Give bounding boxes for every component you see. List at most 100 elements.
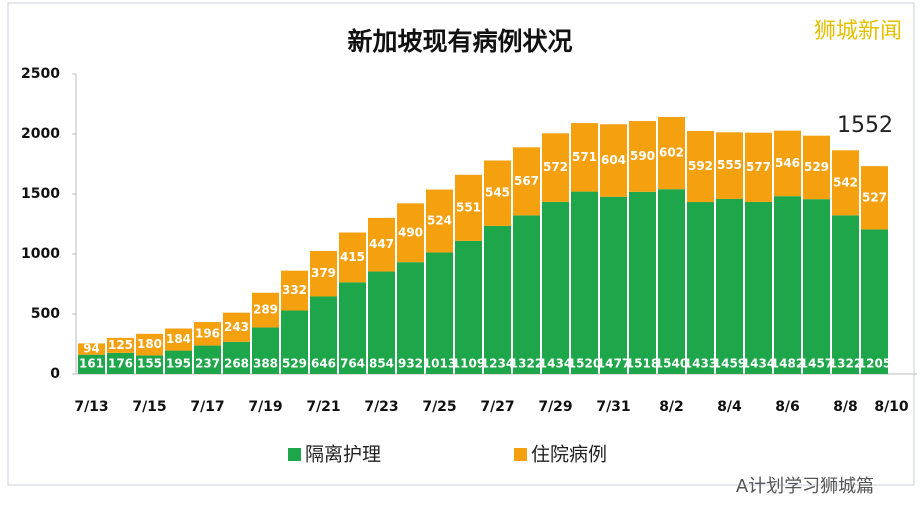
value-label: 555 [717, 158, 742, 172]
value-label: 161 [79, 357, 104, 371]
bar-segment [368, 271, 395, 374]
value-label: 1457 [800, 357, 833, 371]
value-label: 1234 [481, 357, 514, 371]
value-label: 243 [224, 320, 249, 334]
bar-segment [194, 322, 221, 346]
legend-label: 住院病例 [531, 444, 607, 466]
bar-segment [426, 252, 453, 374]
x-tick-label: 8/4 [717, 399, 742, 415]
value-label: 94 [83, 342, 100, 356]
x-tick-label: 7/31 [596, 399, 630, 415]
bar-segment [716, 132, 743, 199]
bar-segment [832, 215, 859, 374]
value-label: 932 [398, 357, 423, 371]
bar-segment [223, 341, 250, 374]
bar-segment [107, 352, 134, 374]
bar-segment [687, 202, 714, 374]
bar-segment [716, 198, 743, 374]
value-label: 1205 [858, 357, 891, 371]
bar-segment [252, 327, 279, 374]
bar-segment [136, 333, 163, 356]
y-tick-label: 2000 [21, 126, 60, 142]
value-label: 1477 [597, 357, 630, 371]
bar-segment [803, 199, 830, 374]
value-label: 551 [456, 200, 481, 214]
value-label: 1482 [771, 357, 804, 371]
bar-segment [629, 191, 656, 374]
bar-segment [861, 166, 888, 230]
x-tick-label: 8/6 [775, 399, 800, 415]
bar-segment [252, 292, 279, 328]
value-label: 542 [833, 175, 858, 189]
bar-segment [513, 147, 540, 216]
annotation: 1552 [837, 113, 893, 138]
value-label: 289 [253, 303, 278, 317]
value-label: 447 [369, 237, 394, 251]
legend-label: 隔离护理 [305, 444, 381, 466]
bar-segment [658, 116, 685, 190]
bar-segment [542, 201, 569, 374]
legend-swatch [514, 448, 527, 461]
bar-segment [165, 350, 192, 374]
value-label: 415 [340, 250, 365, 264]
value-label: 155 [137, 357, 162, 371]
x-tick-label: 7/21 [306, 399, 340, 415]
watermark: 狮城新闻 [814, 19, 902, 44]
y-tick-label: 0 [50, 366, 60, 382]
value-label: 1322 [510, 357, 543, 371]
bar-segment [339, 282, 366, 374]
x-tick-label: 8/10 [874, 399, 909, 415]
value-label: 184 [166, 332, 191, 346]
x-tick-label: 7/19 [248, 399, 282, 415]
value-label: 545 [485, 186, 510, 200]
y-tick-label: 500 [31, 306, 60, 322]
bar-segment [832, 150, 859, 216]
bar-segment [571, 191, 598, 374]
bar-segment [803, 135, 830, 200]
bar-segment [368, 217, 395, 272]
value-label: 379 [311, 266, 336, 280]
value-label: 571 [572, 150, 597, 164]
bar-segment [629, 121, 656, 192]
bar-segment [455, 240, 482, 374]
value-label: 604 [601, 153, 626, 167]
value-label: 529 [804, 160, 829, 174]
bar-segment [107, 337, 134, 353]
bar-segment [745, 201, 772, 374]
bar-segment [600, 196, 627, 374]
value-label: 1540 [655, 357, 688, 371]
bar-segment [281, 310, 308, 374]
bar-segment [542, 133, 569, 202]
bar-segment [78, 343, 105, 355]
value-label: 592 [688, 159, 713, 173]
value-label: 646 [311, 357, 336, 371]
value-label: 268 [224, 357, 249, 371]
value-label: 527 [862, 190, 887, 204]
x-tick-label: 7/15 [132, 399, 166, 415]
value-label: 196 [195, 326, 220, 340]
value-label: 388 [253, 357, 278, 371]
value-label: 332 [282, 283, 307, 297]
footer: A计划学习狮城篇 [736, 476, 874, 497]
value-label: 1433 [684, 357, 717, 371]
bar-segment [484, 225, 511, 374]
value-label: 1459 [713, 357, 746, 371]
bar-segment [774, 196, 801, 374]
value-label: 490 [398, 225, 423, 239]
y-tick-label: 2500 [21, 66, 60, 82]
value-label: 529 [282, 357, 307, 371]
value-label: 524 [427, 214, 452, 228]
value-label: 546 [775, 156, 800, 170]
bar-segment [310, 251, 337, 297]
value-label: 125 [108, 338, 133, 352]
bar-segment [310, 296, 337, 374]
x-tick-label: 7/29 [538, 399, 572, 415]
bar-segment [397, 262, 424, 374]
value-label: 1013 [423, 357, 456, 371]
value-label: 577 [746, 160, 771, 174]
x-tick-label: 8/2 [659, 399, 684, 415]
bar-segment [774, 130, 801, 197]
value-label: 854 [369, 357, 394, 371]
legend-swatch [288, 448, 301, 461]
